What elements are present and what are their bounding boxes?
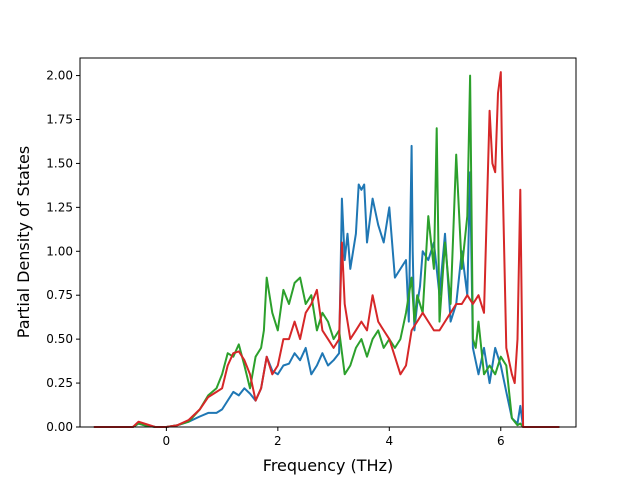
x-tick-label: 0: [163, 434, 171, 448]
series-line-2: [93, 74, 560, 428]
x-tick-label: 4: [385, 434, 393, 448]
series-line-3: [93, 71, 560, 428]
plot-frame: [79, 57, 577, 428]
series-layer: [93, 71, 560, 428]
ticks-layer: 0 2 4 6 0.00 0.25 0.50 0.75 1.00 1.25 1.50 1.75 2.00: [46, 69, 504, 448]
series-line-1: [93, 144, 560, 428]
y-tick-label: 1.50: [46, 156, 73, 170]
y-tick-label: 0.50: [46, 332, 73, 346]
x-tick-label: 6: [497, 434, 505, 448]
x-axis-title: Frequency (THz): [263, 456, 393, 475]
y-tick-label: 0.25: [46, 376, 73, 390]
y-tick-label: 2.00: [46, 69, 73, 83]
y-tick-label: 0.75: [46, 288, 73, 302]
y-tick-label: 1.00: [46, 244, 73, 258]
x-tick-label: 2: [274, 434, 282, 448]
y-tick-label: 1.75: [46, 113, 73, 127]
y-axis-title: Partial Density of States: [14, 146, 33, 338]
y-tick-label: 1.25: [46, 200, 73, 214]
y-tick-label: 0.00: [46, 420, 73, 434]
